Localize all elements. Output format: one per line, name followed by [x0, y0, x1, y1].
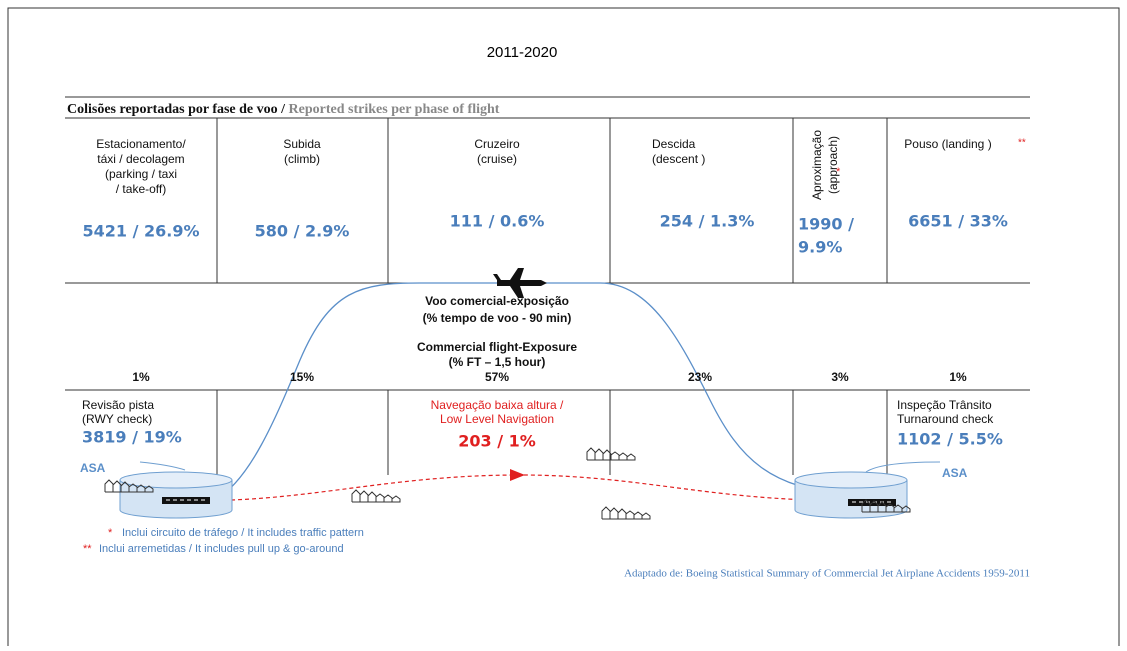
ground-value: 1102 / 5.5% — [897, 430, 1003, 449]
source: Adaptado de: Boeing Statistical Summary … — [624, 568, 1030, 580]
footnote-text: Inclui circuito de tráfego / It includes… — [122, 527, 364, 539]
asa-right — [795, 472, 910, 518]
ground-label: Turnaround check — [897, 412, 994, 426]
asa-pointer — [140, 462, 185, 470]
phase-label: táxi / decolagem — [97, 152, 184, 166]
phase-value: 254 / 1.3% — [660, 212, 755, 231]
ground-value: 3819 / 19% — [82, 428, 182, 447]
phase-label: / take-off) — [116, 182, 166, 196]
exposure-title: Commercial flight-Exposure — [417, 340, 577, 354]
phase-label: Cruzeiro — [474, 137, 520, 151]
ground-value: 203 / 1% — [458, 432, 536, 451]
ground-label: Revisão pista — [82, 398, 154, 412]
phase-marker: ** — [1018, 138, 1026, 149]
phase-value: 111 / 0.6% — [450, 212, 545, 231]
exposure: 15% — [290, 370, 314, 384]
footnote-text: Inclui arremetidas / It includes pull up… — [99, 543, 344, 555]
exposure: 57% — [485, 370, 509, 384]
heading-pt: Colisões reportadas por fase de voo / — [67, 102, 286, 117]
phase-label: Aproximação — [810, 130, 824, 200]
ground-label: (RWY check) — [82, 412, 152, 426]
content: Estacionamento/táxi / decolagem(parking … — [82, 130, 1026, 451]
footnote-marker: ** — [83, 543, 92, 555]
asa-label: ASA — [942, 466, 968, 480]
exposure: 1% — [949, 370, 967, 384]
asa-pointer — [866, 462, 940, 472]
phase-value: 6651 / 33% — [908, 212, 1008, 231]
phase-label: (descent ) — [652, 152, 705, 166]
asa-label: ASA — [80, 461, 106, 475]
phase-label: (cruise) — [477, 152, 517, 166]
ground-label: Navegação baixa altura / — [431, 398, 564, 412]
phase-label: Pouso (landing ) — [904, 137, 991, 151]
low-level-path — [175, 475, 880, 501]
exposure-title: Voo comercial-exposição — [425, 294, 569, 308]
arrow — [510, 469, 525, 481]
phase-value: 1990 / — [798, 215, 854, 234]
title: 2011-2020 — [487, 44, 558, 61]
houses — [352, 490, 400, 502]
ground-label: Inspeção Trânsito — [897, 398, 992, 412]
ground-label: Low Level Navigation — [440, 412, 554, 426]
phase-value: 9.9% — [798, 238, 842, 257]
exposure: 3% — [831, 370, 849, 384]
phase-label: Descida — [652, 137, 696, 151]
heading-en: Reported strikes per phase of flight — [289, 102, 500, 117]
asa-left — [105, 472, 232, 518]
houses — [587, 448, 635, 460]
houses — [602, 507, 650, 519]
slide: 2011-2020 Colisões reportadas por fase d… — [0, 0, 1127, 646]
phase-label: Estacionamento/ — [96, 137, 186, 151]
phase-label: (parking / taxi — [105, 167, 177, 181]
exposure-title: (% FT – 1,5 hour) — [449, 355, 546, 369]
heading: Colisões reportadas por fase de voo / Re… — [67, 102, 500, 117]
phase-marker: * — [836, 166, 841, 178]
phase-label: Subida — [283, 137, 321, 151]
phase-value: 580 / 2.9% — [255, 222, 350, 241]
phase-label: (climb) — [284, 152, 320, 166]
exposure: 23% — [688, 370, 712, 384]
exposure: 1% — [132, 370, 150, 384]
exposure-title: (% tempo de voo - 90 min) — [423, 311, 572, 325]
footnote-marker: * — [108, 527, 113, 539]
phase-value: 5421 / 26.9% — [82, 222, 199, 241]
